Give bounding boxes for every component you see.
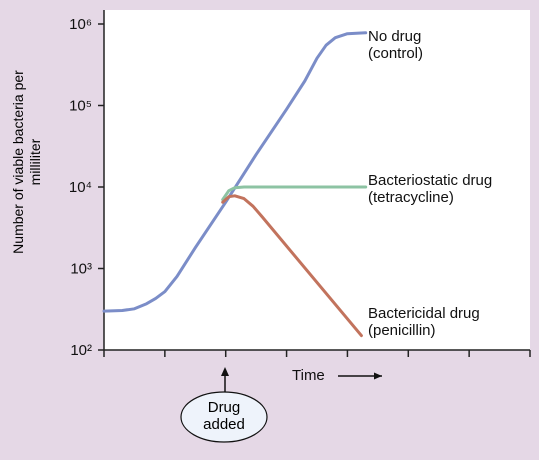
annotation: Drug added [203,399,245,433]
series-line [102,31,368,313]
time-arrow-head [374,372,382,380]
x-axis-label: Time [292,367,325,384]
drug-ellipse [180,391,268,443]
drug-arrow-head [221,367,229,376]
series-line [221,185,368,202]
series-label: Bactericidal drug (penicillin) [368,305,480,339]
series-label: Bacteriostatic drug (tetracycline) [368,172,493,206]
y-tick-label: 10² [70,342,92,359]
y-tick-label: 10⁶ [69,16,92,33]
series-line [221,194,363,338]
y-tick-label: 10⁴ [69,179,92,196]
y-tick-label: 10⁵ [69,98,92,115]
y-tick-label: 10³ [70,261,92,278]
series-label: No drug (control) [368,28,424,62]
y-axis-label: Number of viable bacteria per milliliter [10,70,43,254]
plot-area [104,10,530,350]
